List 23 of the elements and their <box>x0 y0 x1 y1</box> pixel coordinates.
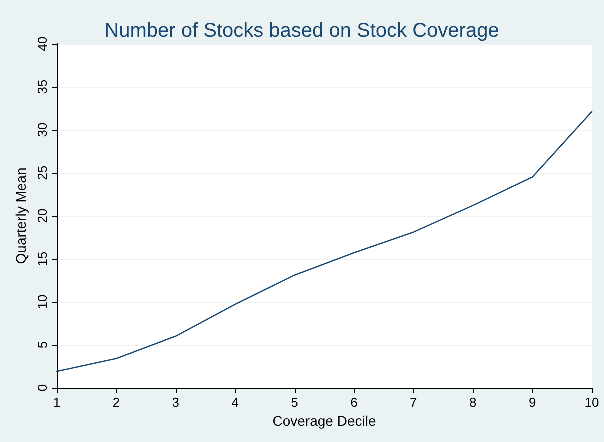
y-tick-label: 15 <box>35 252 50 266</box>
y-axis-title: Quarterly Mean <box>13 168 30 264</box>
x-tick-label: 4 <box>232 395 239 410</box>
y-tick-label: 5 <box>35 341 50 349</box>
y-tick-label: 10 <box>35 294 50 310</box>
y-tick-label: 25 <box>35 166 50 180</box>
x-tick-label: 9 <box>528 395 536 410</box>
y-tick-label: 40 <box>35 36 50 52</box>
x-tick-label: 8 <box>469 395 477 410</box>
y-tick-label: 30 <box>35 122 50 138</box>
line-series <box>56 111 593 372</box>
x-tick-label: 5 <box>291 395 298 410</box>
y-tick-label: 0 <box>35 384 50 392</box>
x-tick-label: 6 <box>350 395 358 410</box>
x-tick-label: 10 <box>584 395 600 410</box>
x-tick-label: 7 <box>410 395 418 410</box>
chart-title: Number of Stocks based on Stock Coverage <box>104 20 500 42</box>
x-tick-label: 1 <box>53 395 61 410</box>
x-tick-label: 3 <box>172 395 180 410</box>
x-tick-label: 2 <box>112 395 120 410</box>
y-tick-label: 20 <box>35 208 50 224</box>
x-axis-title: Coverage Decile <box>272 412 376 429</box>
y-tick-label: 35 <box>35 80 50 94</box>
